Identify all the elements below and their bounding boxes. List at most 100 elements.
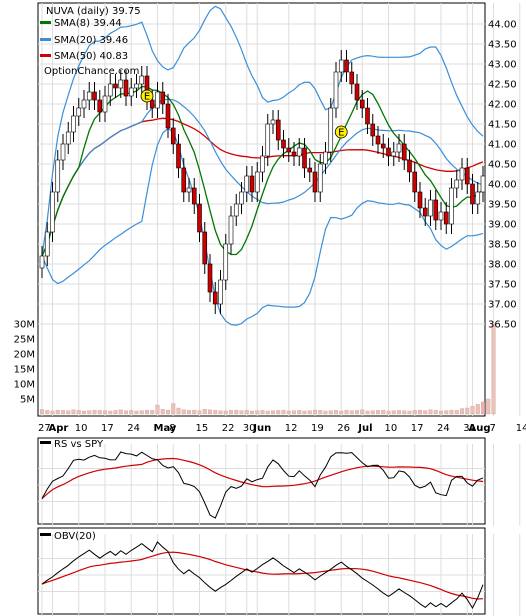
volume-bar bbox=[297, 410, 302, 415]
volume-tick-label: 10M bbox=[14, 380, 35, 391]
price-tick-label: 36.50 bbox=[488, 320, 517, 331]
price-tick-label: 43.50 bbox=[488, 40, 517, 51]
volume-bar bbox=[97, 410, 102, 415]
panel-series-line bbox=[41, 541, 484, 610]
candle-body bbox=[71, 115, 76, 133]
volume-bar bbox=[276, 410, 281, 415]
price-tick-label: 44.00 bbox=[488, 20, 517, 31]
candle-body bbox=[197, 203, 202, 233]
volume-bar bbox=[365, 410, 370, 415]
volume-bar bbox=[118, 409, 123, 415]
legend-sma20: SMA(20) 39.46 bbox=[54, 35, 128, 46]
candle-body bbox=[307, 167, 313, 173]
price-tick-label: 40.50 bbox=[488, 160, 517, 171]
volume-bar bbox=[486, 398, 491, 415]
volume-bar bbox=[307, 410, 312, 415]
price-tick-label: 38.50 bbox=[488, 240, 517, 251]
volume-bar bbox=[391, 410, 396, 415]
volume-bar bbox=[281, 409, 286, 415]
candle-body bbox=[107, 83, 113, 97]
price-axis: 44.00 43.50 43.00 42.50 42.00 41.50 41.00 40.50… bbox=[488, 20, 517, 331]
volume-bar bbox=[433, 410, 438, 415]
candle-body bbox=[412, 171, 418, 193]
candle-body bbox=[233, 203, 239, 217]
candle-body bbox=[428, 199, 433, 217]
volume-bar bbox=[155, 404, 160, 415]
volume-bar bbox=[460, 408, 464, 415]
volume-tick-label: 25M bbox=[14, 335, 35, 346]
candle-body bbox=[296, 147, 302, 157]
volume-bar bbox=[213, 410, 218, 415]
volume-bar bbox=[271, 410, 275, 415]
volume-bar bbox=[418, 409, 422, 415]
volume-bar bbox=[439, 410, 443, 415]
date-tick-label: 26 bbox=[337, 423, 350, 434]
volume-bar bbox=[355, 410, 359, 415]
legend-sma8: SMA(8) 39.44 bbox=[54, 18, 122, 29]
date-tick-label: 22 bbox=[222, 423, 235, 434]
volume-bar bbox=[129, 410, 134, 415]
volume-bar bbox=[349, 410, 354, 415]
date-tick-label: 17 bbox=[101, 423, 114, 434]
date-tick-label: 30 bbox=[243, 423, 256, 434]
volume-bar bbox=[323, 410, 328, 415]
earnings-markers: EE bbox=[140, 89, 348, 139]
candle-body bbox=[170, 127, 176, 145]
price-tick-label: 41.50 bbox=[488, 120, 517, 131]
candle-body bbox=[123, 79, 129, 97]
candle-body bbox=[407, 159, 412, 173]
volume-bar bbox=[376, 410, 380, 415]
candle-body bbox=[65, 131, 71, 145]
price-tick-label: 38.00 bbox=[488, 260, 517, 271]
volume-bar bbox=[223, 410, 228, 415]
date-tick-label: 15 bbox=[196, 423, 209, 434]
earnings-marker-label: E bbox=[338, 128, 344, 139]
volume-axis: 30M 25M 20M 15M 10M 5M bbox=[14, 320, 35, 406]
volume-bar bbox=[150, 410, 155, 415]
volume-bar bbox=[208, 409, 212, 415]
date-tick-label: 12 bbox=[285, 423, 298, 434]
volume-bar bbox=[428, 409, 433, 415]
volume-bar bbox=[160, 409, 165, 415]
candle-body bbox=[454, 179, 460, 189]
candle-body bbox=[470, 183, 475, 205]
candles bbox=[39, 50, 486, 314]
volume-bar bbox=[454, 410, 459, 415]
candle-body bbox=[228, 215, 234, 245]
candle-body bbox=[422, 207, 428, 217]
candle-body bbox=[302, 147, 307, 169]
volume-bar bbox=[302, 410, 307, 415]
volume-bar bbox=[412, 410, 417, 415]
date-tick-label: 31 bbox=[463, 423, 476, 434]
date-tick-label: 19 bbox=[311, 423, 324, 434]
candle-body bbox=[281, 139, 286, 149]
volume-bar bbox=[61, 410, 65, 415]
volume-bar bbox=[360, 409, 365, 415]
obv-label: OBV(20) bbox=[54, 531, 96, 542]
volume-bar bbox=[113, 410, 118, 415]
panel-average-line bbox=[41, 551, 484, 600]
price-panel-frame bbox=[37, 2, 486, 417]
volume-tick-label: 20M bbox=[14, 350, 35, 361]
candle-body bbox=[149, 99, 155, 109]
volume-bar bbox=[339, 410, 344, 415]
date-tick-label: Jul bbox=[357, 423, 372, 434]
candle-body bbox=[391, 151, 397, 157]
candle-body bbox=[396, 143, 402, 153]
volume-bar bbox=[202, 409, 207, 415]
volume-bar bbox=[71, 409, 76, 415]
volume-bar bbox=[292, 410, 296, 415]
date-tick-label: 17 bbox=[411, 423, 424, 434]
price-tick-label: 42.00 bbox=[488, 100, 517, 111]
volume-bar bbox=[134, 410, 139, 415]
candle-body bbox=[55, 159, 61, 193]
candle-body bbox=[102, 95, 108, 113]
volume-bar bbox=[344, 409, 349, 415]
candle-body bbox=[344, 59, 349, 73]
bollinger-bands bbox=[41, 5, 484, 326]
date-tick-label: 24 bbox=[437, 423, 450, 434]
candle-body bbox=[275, 119, 281, 141]
obv-panel: OBV(20) bbox=[37, 527, 521, 616]
